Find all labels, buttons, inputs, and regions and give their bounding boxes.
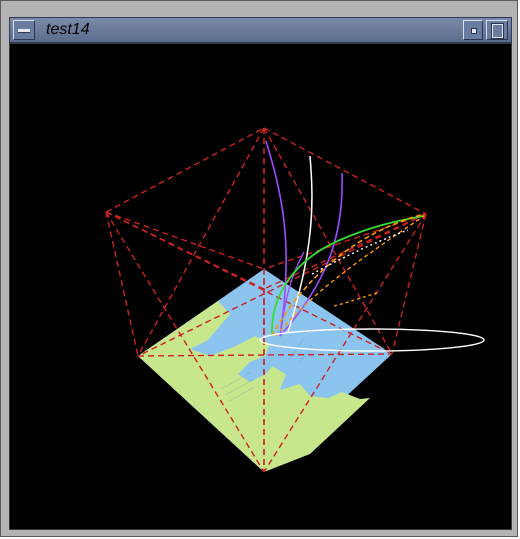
title-bar[interactable]: test14	[9, 17, 512, 43]
scene-canvas: ~~~~~~~~~~~~~~~~~~~ ~~~~~~~~~~~~~~~~~~ ~…	[105, 127, 485, 473]
map-plane: ~~~~~~~~~~~~~~~~~~~ ~~~~~~~~~~~~~~~~~~ ~…	[138, 269, 392, 472]
maximize-icon[interactable]	[486, 20, 508, 40]
3d-viewport[interactable]: ~~~~~~~~~~~~~~~~~~~ ~~~~~~~~~~~~~~~~~~ ~…	[9, 43, 512, 530]
bounding-box-frame	[105, 127, 427, 473]
window-title: test14	[46, 21, 90, 38]
window-menu-icon[interactable]	[13, 20, 35, 40]
minimize-icon[interactable]	[463, 20, 483, 40]
trajectories	[265, 140, 425, 337]
orbit-ellipse	[259, 328, 485, 352]
